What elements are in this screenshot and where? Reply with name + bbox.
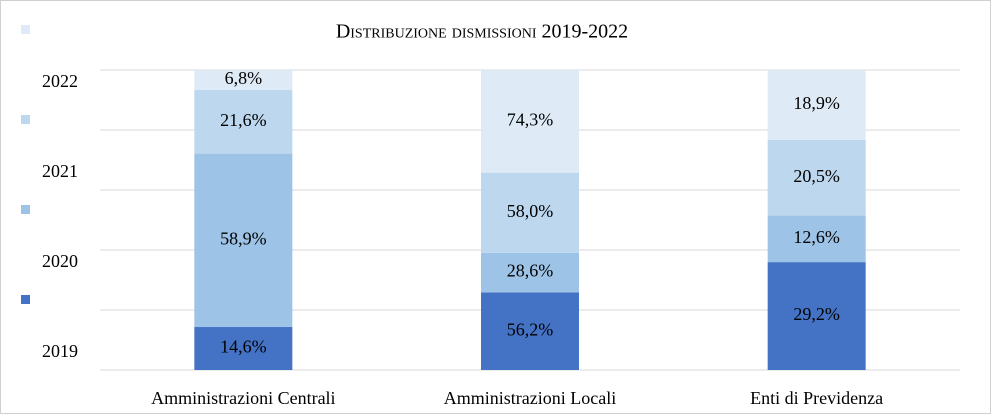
data-label: 28,6% (507, 261, 554, 281)
data-label: 12,6% (793, 227, 840, 247)
x-tick-label: Amministrazioni Locali (444, 388, 616, 408)
data-label: 74,3% (507, 109, 554, 129)
chart-title: Distribuzione dismissioni 2019-2022 (336, 21, 628, 43)
bar-segment (767, 262, 866, 370)
x-tick-label: Amministrazioni Centrali (151, 388, 335, 408)
bar-segment (194, 90, 293, 154)
bar-segment (481, 70, 579, 173)
bar-segment (481, 252, 579, 293)
bar-segment (767, 70, 866, 140)
bar-segment (767, 215, 866, 263)
data-label: 56,2% (507, 319, 554, 339)
bar-segment (194, 70, 293, 91)
legend-swatch (21, 115, 30, 124)
legend-swatch (21, 295, 30, 304)
data-label: 14,6% (220, 337, 267, 357)
data-label: 58,9% (220, 228, 267, 248)
legend-label: 2019 (42, 341, 78, 361)
data-label: 29,2% (793, 304, 840, 324)
bar-segment (194, 153, 293, 328)
bar-segment (481, 292, 579, 370)
legend-swatch (21, 25, 30, 34)
data-label: 21,6% (220, 110, 267, 130)
bar-segment (481, 172, 579, 253)
bar-segment (767, 139, 866, 216)
bar-segment (194, 327, 293, 370)
data-label: 58,0% (507, 201, 554, 221)
data-label: 20,5% (793, 166, 840, 186)
legend-label: 2021 (42, 161, 78, 181)
data-label: 18,9% (793, 93, 840, 113)
data-label: 6,8% (225, 68, 263, 88)
legend-label: 2022 (42, 71, 78, 91)
legend-label: 2020 (42, 251, 78, 271)
x-tick-label: Enti di Previdenza (750, 388, 883, 408)
legend-swatch (21, 205, 30, 214)
